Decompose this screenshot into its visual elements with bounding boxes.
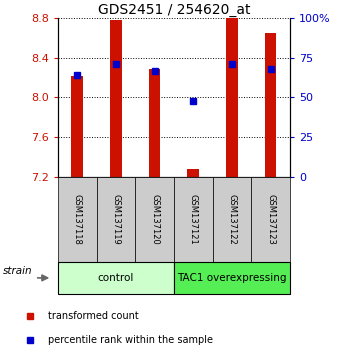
- Bar: [58, 177, 97, 262]
- Bar: [58, 262, 174, 294]
- Bar: [265, 33, 276, 177]
- Text: control: control: [98, 273, 134, 283]
- Text: GSM137121: GSM137121: [189, 194, 198, 245]
- Bar: [97, 177, 135, 262]
- Text: strain: strain: [3, 266, 32, 276]
- Bar: [72, 76, 83, 177]
- Text: transformed count: transformed count: [48, 311, 139, 321]
- Bar: [188, 169, 199, 177]
- Bar: [149, 69, 160, 177]
- Bar: [174, 177, 212, 262]
- Bar: [174, 262, 290, 294]
- Text: GSM137119: GSM137119: [112, 194, 120, 245]
- Title: GDS2451 / 254620_at: GDS2451 / 254620_at: [98, 3, 250, 17]
- Bar: [226, 18, 238, 177]
- Bar: [251, 177, 290, 262]
- Text: GSM137123: GSM137123: [266, 194, 275, 245]
- Bar: [135, 177, 174, 262]
- Text: GSM137118: GSM137118: [73, 194, 82, 245]
- Text: percentile rank within the sample: percentile rank within the sample: [48, 335, 213, 346]
- Text: GSM137122: GSM137122: [227, 194, 236, 245]
- Text: TAC1 overexpressing: TAC1 overexpressing: [177, 273, 287, 283]
- Text: GSM137120: GSM137120: [150, 194, 159, 245]
- Bar: [110, 20, 122, 177]
- Bar: [212, 177, 251, 262]
